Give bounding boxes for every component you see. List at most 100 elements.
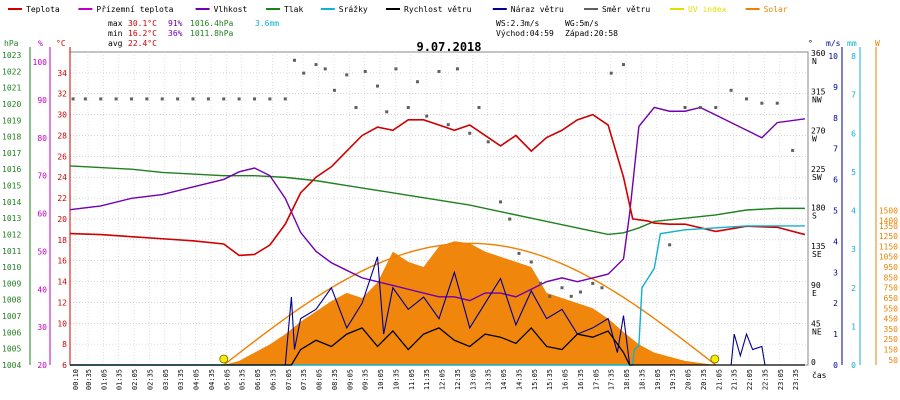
x-tick-0: 00:10 <box>72 369 80 390</box>
rain-tick-4: 4 <box>851 207 856 216</box>
dir-tick-8: 0 <box>811 358 816 367</box>
hum-tick-3: 70 <box>37 172 47 181</box>
x-tick-11: 05:35 <box>239 369 247 390</box>
press-tick-6: 1017 <box>2 149 21 158</box>
solar-tick-7: 850 <box>884 273 899 282</box>
wind-direction-point <box>560 286 564 290</box>
wind-tick-5: 5 <box>833 207 838 216</box>
hum-tick-8: 20 <box>37 361 47 370</box>
x-tick-6: 03:05 <box>162 369 170 390</box>
chart-title: 9.07.2018 <box>416 40 481 54</box>
press-tick-16: 1007 <box>2 312 21 321</box>
dir-tick-6: 90 <box>811 281 821 290</box>
press-tick-0: 1023 <box>2 51 21 60</box>
solar-tick-8: 750 <box>884 284 899 293</box>
legend-label-7: Směr větru <box>602 5 650 14</box>
solar-tick-14: 150 <box>884 346 899 355</box>
x-tick-35: 17:35 <box>608 369 616 390</box>
wind-direction-point <box>160 97 164 101</box>
press-tick-9: 1014 <box>2 198 21 207</box>
stat-sunset: Západ:20:58 <box>565 29 618 38</box>
x-tick-34: 17:05 <box>592 369 600 390</box>
chart-legend: Teplota Přízemní teplota Vlhkost Tlak Srážky… <box>8 5 788 14</box>
solar-tick-13: 250 <box>884 335 899 344</box>
wind-direction-point <box>376 84 379 88</box>
hum-tick-7: 30 <box>37 323 47 332</box>
wind-direction-point <box>683 106 687 109</box>
solar-tick-3: 1250 <box>879 232 898 241</box>
wind-direction-point <box>729 88 733 92</box>
temp-tick-5: 24 <box>57 173 67 182</box>
x-tick-14: 07:05 <box>285 369 293 390</box>
dir-tick-5: 135 <box>811 242 826 251</box>
series-gust-line <box>70 256 805 366</box>
x-tick-19: 09:35 <box>362 369 370 390</box>
dir-compass-6: E <box>812 289 817 298</box>
x-tick-25: 12:35 <box>454 369 462 390</box>
temp-tick-11: 12 <box>57 298 67 307</box>
wind-direction-point <box>499 200 502 204</box>
legend-label-1: Přízemní teplota <box>96 5 173 14</box>
temp-tick-12: 10 <box>57 319 67 328</box>
dir-tick-7: 45 <box>811 319 821 328</box>
wind-direction-point <box>791 148 795 152</box>
x-tick-23: 11:35 <box>423 369 431 390</box>
hum-tick-5: 50 <box>37 247 47 256</box>
wind-direction-point <box>302 71 306 75</box>
x-tick-47: 23:35 <box>792 369 800 390</box>
x-tick-33: 16:35 <box>577 369 585 390</box>
dir-compass-0: N <box>812 57 817 66</box>
wind-tick-8: 2 <box>833 299 838 308</box>
dir-tick-0: 360 <box>811 49 826 58</box>
wind-tick-10: 0 <box>833 361 838 370</box>
press-tick-2: 1021 <box>2 84 21 93</box>
rain-unit: mm <box>847 39 857 48</box>
x-tick-1: 00:35 <box>85 369 93 390</box>
wind-direction-point <box>253 97 256 101</box>
legend-label-5: Rychlost větru <box>404 5 472 14</box>
wind-direction-point <box>468 131 472 135</box>
wind-direction-point <box>517 251 521 255</box>
rain-tick-3: 5 <box>851 168 856 177</box>
press-tick-10: 1013 <box>2 214 21 223</box>
legend-label-0: Teplota <box>26 5 60 14</box>
wind-direction-point <box>283 97 287 101</box>
hum-tick-1: 90 <box>37 96 47 105</box>
wind-direction-point <box>578 290 582 294</box>
press-tick-8: 1015 <box>2 182 21 191</box>
stat-ws: WS:2.3m/s <box>496 19 540 28</box>
stat-max-temp: 30.1°C <box>128 19 157 28</box>
x-tick-12: 06:05 <box>254 369 262 390</box>
x-unit: čas <box>812 370 827 380</box>
wind-direction-point <box>609 71 613 75</box>
rain-tick-8: 0 <box>851 361 856 370</box>
press-tick-4: 1019 <box>2 116 21 125</box>
legend-label-2: Vlhkost <box>214 5 248 14</box>
stat-min-press: 1011.8hPa <box>190 29 234 38</box>
solar-tick-12: 350 <box>884 325 899 334</box>
press-tick-1: 1022 <box>2 67 21 76</box>
stat-sunrise: Východ:04:59 <box>496 29 554 38</box>
legend-label-4: Srážky <box>339 5 368 14</box>
press-tick-14: 1009 <box>2 279 21 288</box>
x-tick-38: 19:05 <box>654 369 662 390</box>
stat-min-label: min <box>108 29 123 38</box>
wind-direction-point <box>569 294 573 298</box>
solar-tick-10: 550 <box>884 304 899 313</box>
dir-compass-5: SE <box>812 250 822 259</box>
solar-tick-11: 450 <box>884 315 899 324</box>
temp-tick-6: 22 <box>57 194 67 203</box>
wind-direction-point <box>415 80 419 84</box>
hum-tick-4: 60 <box>37 210 47 219</box>
wind-tick-7: 3 <box>833 268 838 277</box>
x-tick-24: 12:05 <box>439 369 447 390</box>
temp-tick-2: 30 <box>57 111 67 120</box>
wind-direction-point <box>698 106 702 109</box>
series-temperature-line <box>69 113 806 257</box>
x-tick-31: 15:35 <box>546 369 554 390</box>
x-tick-17: 08:35 <box>331 369 339 390</box>
wind-unit: m/s <box>826 39 841 48</box>
x-tick-8: 04:05 <box>193 369 201 390</box>
plot-area <box>69 58 806 366</box>
dir-unit: ° <box>808 39 813 48</box>
